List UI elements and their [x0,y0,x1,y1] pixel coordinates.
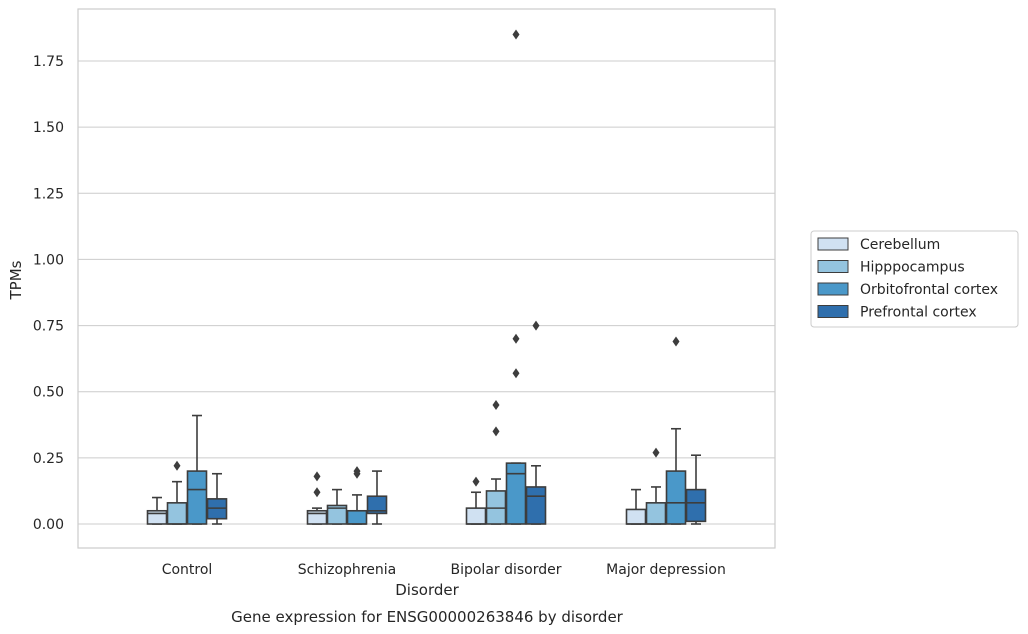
y-axis-label: TPMs [7,260,25,300]
box-prefrontal-cortex [525,464,547,525]
box-hipppocampus [645,486,667,525]
legend-label: Cerebellum [860,237,940,253]
y-tick-label: 0.00 [33,517,64,533]
box-iqr [645,502,667,525]
boxes [146,414,707,525]
box-iqr [166,502,188,525]
box-cerebellum [306,507,328,525]
box-cerebellum [146,496,168,525]
outlier-point [173,460,181,471]
x-tick-label: Major depression [606,562,726,578]
outlier-point [652,447,660,458]
box-hipppocampus [166,480,188,525]
box-iqr [505,462,527,525]
box-orbitofrontal-cortex [505,462,527,525]
y-tick-label: 0.75 [33,319,64,335]
outlier-point [512,333,520,344]
box-iqr [326,504,348,525]
box-iqr [346,509,368,525]
box-cerebellum [625,488,647,525]
legend-label: Orbitofrontal cortex [860,282,998,298]
y-tick-label: 1.00 [33,252,64,268]
box-iqr [525,486,547,525]
box-prefrontal-cortex [685,454,707,525]
outlier-point [492,399,500,410]
outlier-point [313,487,321,498]
legend-swatch [817,260,849,273]
box-cerebellum [465,491,487,525]
box-hipppocampus [326,488,348,525]
x-tick-label: Schizophrenia [298,562,396,578]
box-hipppocampus [485,478,507,525]
box-iqr [625,508,647,525]
outlier-point [353,466,361,477]
box-prefrontal-cortex [366,470,388,525]
box-iqr [366,495,388,515]
outlier-point [672,336,680,347]
box-orbitofrontal-cortex [665,427,687,525]
y-tick-label: 0.25 [33,451,64,467]
legend: Cerebellum Hipppocampus Orbitofrontal cort… [810,230,1019,328]
outlier-point [512,29,520,40]
x-axis-label: Disorder [395,581,459,599]
outlier-point [512,368,520,379]
outlier-point [313,471,321,482]
y-tick-label: 1.50 [33,120,64,136]
x-tick-label: Bipolar disorder [450,562,561,578]
outliers [173,29,680,498]
x-axis: Control Schizophrenia Bipolar disorder Majo… [162,562,726,578]
legend-swatch [817,237,849,251]
box-iqr [665,470,687,525]
outlier-point [532,320,540,331]
box-iqr [186,470,208,525]
plot-frame [77,8,776,549]
chart-caption: Gene expression for ENSG00000263846 by d… [231,608,624,626]
y-tick-label: 1.75 [33,54,64,70]
legend-swatch [817,282,849,296]
gridlines [78,60,775,525]
box-orbitofrontal-cortex [346,494,368,525]
legend-label: Hipppocampus [860,260,965,276]
box-prefrontal-cortex [206,472,228,525]
box-iqr [465,507,487,525]
legend-label: Prefrontal cortex [860,305,977,321]
box-orbitofrontal-cortex [186,414,208,525]
outlier-point [492,426,500,437]
box-iqr [685,488,707,523]
legend-swatch [817,305,849,318]
x-tick-label: Control [162,562,213,578]
y-tick-label: 1.25 [33,186,64,202]
outlier-point [472,476,480,487]
legend-frame [810,230,1019,328]
y-tick-label: 0.50 [33,385,64,401]
y-axis: 0.00 0.25 0.50 0.75 1.00 1.25 1.50 1.75 [33,54,64,533]
